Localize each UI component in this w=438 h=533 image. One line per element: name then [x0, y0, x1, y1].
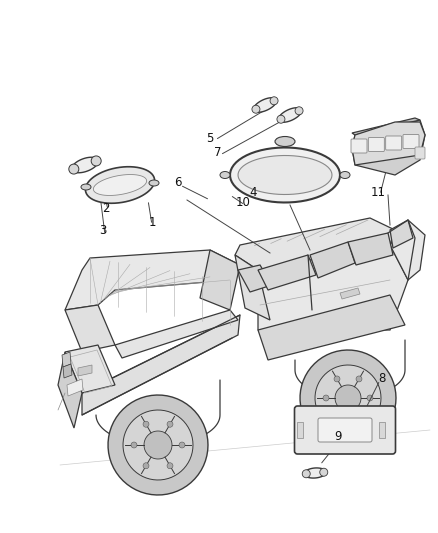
Polygon shape	[167, 421, 173, 427]
FancyBboxPatch shape	[318, 418, 372, 442]
Polygon shape	[348, 233, 393, 265]
Polygon shape	[352, 118, 420, 135]
Polygon shape	[258, 255, 316, 290]
Polygon shape	[131, 442, 137, 448]
Polygon shape	[238, 265, 272, 292]
Polygon shape	[82, 315, 240, 415]
Polygon shape	[167, 463, 173, 469]
Polygon shape	[352, 120, 425, 175]
Polygon shape	[335, 385, 361, 411]
Polygon shape	[352, 122, 425, 165]
Polygon shape	[65, 345, 115, 393]
Polygon shape	[72, 157, 98, 173]
Ellipse shape	[81, 184, 91, 190]
Polygon shape	[200, 250, 240, 310]
FancyBboxPatch shape	[415, 147, 425, 159]
Ellipse shape	[149, 180, 159, 186]
Text: 7: 7	[214, 146, 222, 158]
Polygon shape	[67, 379, 83, 396]
Polygon shape	[78, 365, 92, 376]
Ellipse shape	[295, 107, 303, 115]
FancyBboxPatch shape	[386, 136, 402, 150]
Polygon shape	[65, 250, 240, 310]
Text: 11: 11	[371, 185, 385, 198]
Ellipse shape	[320, 468, 328, 476]
Polygon shape	[254, 98, 276, 112]
FancyBboxPatch shape	[351, 139, 367, 153]
Ellipse shape	[277, 115, 285, 123]
Polygon shape	[258, 245, 408, 330]
Ellipse shape	[340, 172, 350, 179]
Polygon shape	[300, 350, 396, 446]
Polygon shape	[334, 414, 340, 420]
Ellipse shape	[69, 164, 79, 174]
Polygon shape	[390, 220, 413, 248]
Polygon shape	[93, 174, 147, 196]
Polygon shape	[123, 410, 193, 480]
Polygon shape	[356, 414, 362, 420]
Polygon shape	[235, 218, 395, 270]
Polygon shape	[340, 288, 360, 299]
Polygon shape	[258, 295, 405, 360]
Polygon shape	[279, 108, 302, 122]
Polygon shape	[235, 255, 270, 320]
FancyBboxPatch shape	[368, 138, 384, 151]
Text: 8: 8	[378, 372, 386, 384]
Polygon shape	[85, 167, 155, 203]
Ellipse shape	[270, 97, 278, 105]
FancyBboxPatch shape	[294, 406, 396, 454]
Polygon shape	[323, 395, 329, 401]
Polygon shape	[144, 431, 172, 459]
Text: 4: 4	[249, 185, 257, 198]
Polygon shape	[58, 352, 82, 428]
Polygon shape	[108, 395, 208, 495]
FancyBboxPatch shape	[403, 134, 419, 149]
Polygon shape	[62, 352, 71, 367]
Text: 9: 9	[334, 431, 342, 443]
Ellipse shape	[275, 136, 295, 147]
Ellipse shape	[91, 156, 101, 166]
Text: 2: 2	[102, 201, 110, 214]
Text: 10: 10	[236, 197, 251, 209]
Polygon shape	[143, 421, 149, 427]
Polygon shape	[315, 365, 381, 431]
Polygon shape	[304, 468, 326, 478]
Text: 6: 6	[174, 175, 182, 189]
Polygon shape	[310, 242, 355, 278]
Text: 5: 5	[206, 132, 214, 144]
Polygon shape	[65, 305, 115, 352]
Ellipse shape	[252, 105, 260, 113]
Polygon shape	[115, 310, 238, 358]
Polygon shape	[143, 463, 149, 469]
Polygon shape	[367, 395, 373, 401]
Polygon shape	[334, 376, 340, 382]
Polygon shape	[390, 220, 425, 280]
Text: 3: 3	[99, 223, 107, 237]
Ellipse shape	[220, 172, 230, 179]
Polygon shape	[179, 442, 185, 448]
Bar	[297, 422, 303, 438]
Ellipse shape	[302, 470, 310, 478]
Polygon shape	[230, 148, 340, 203]
Polygon shape	[63, 364, 72, 378]
Bar	[379, 422, 385, 438]
Text: 1: 1	[148, 215, 156, 229]
Polygon shape	[356, 376, 362, 382]
Polygon shape	[238, 156, 332, 195]
